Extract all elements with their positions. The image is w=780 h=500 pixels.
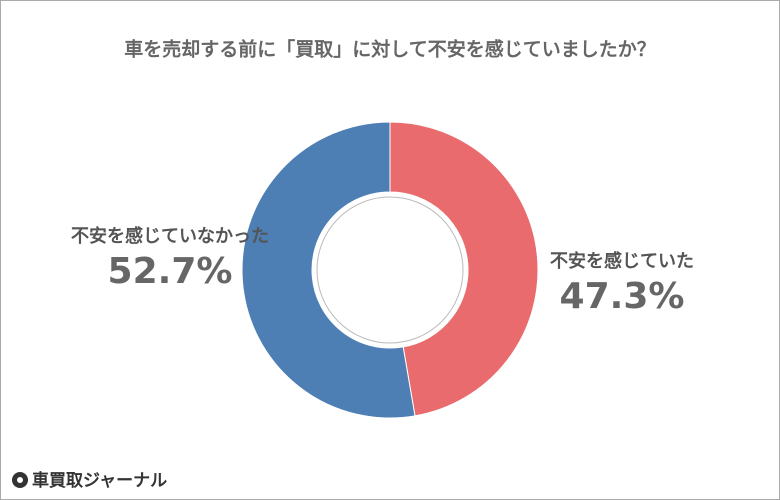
logo-text: 車買取ジャーナル: [32, 470, 167, 491]
chart-title: 車を売却する前に「買取」に対して不安を感じていましたか？: [124, 38, 655, 61]
donut-ring-line: [316, 196, 464, 344]
donut-ring: [312, 192, 468, 348]
value-label: 47.3%: [560, 276, 685, 317]
value-label: 52.7%: [108, 251, 233, 292]
category-label: 不安を感じていなかった: [71, 225, 269, 247]
category-label: 不安を感じていた: [550, 250, 694, 272]
logo: 車買取ジャーナル: [12, 470, 167, 491]
logo-icon-hole: [17, 477, 23, 483]
